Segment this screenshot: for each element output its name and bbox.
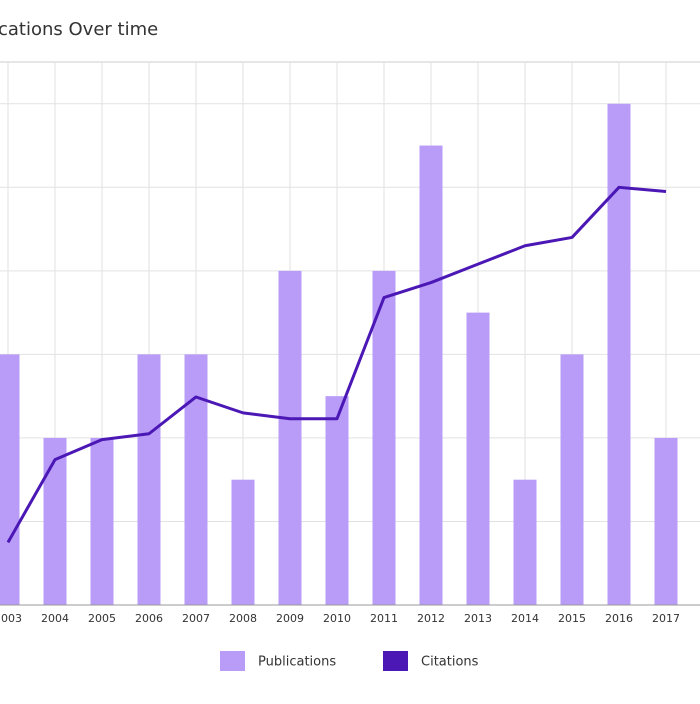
x-tick-label: 2003 xyxy=(0,612,22,625)
line xyxy=(6,185,667,544)
bar xyxy=(43,437,67,605)
bar xyxy=(466,312,490,605)
bar xyxy=(325,396,349,605)
bar xyxy=(231,479,255,605)
x-tick-label: 2004 xyxy=(41,612,69,625)
x-tick-label: 2010 xyxy=(323,612,351,625)
bar xyxy=(184,354,208,605)
bar xyxy=(513,479,537,605)
x-tick-label: 2006 xyxy=(135,612,163,625)
x-tick-label: 2014 xyxy=(511,612,539,625)
bar xyxy=(0,354,20,605)
legend-swatch xyxy=(383,651,408,671)
x-tick-label: 2017 xyxy=(652,612,680,625)
bar xyxy=(560,354,584,605)
bar xyxy=(654,437,678,605)
x-tick-label: 2012 xyxy=(417,612,445,625)
bar xyxy=(607,103,631,606)
x-tick-label: 2013 xyxy=(464,612,492,625)
bar xyxy=(137,354,161,605)
legend-label: Publications xyxy=(258,655,336,670)
x-tick-label: 2005 xyxy=(88,612,116,625)
legend-label: Citations xyxy=(421,655,479,670)
x-tick-label: 2009 xyxy=(276,612,304,625)
x-tick-label: 2015 xyxy=(558,612,586,625)
x-tick-label: 2007 xyxy=(182,612,210,625)
chart-title: cations Over time xyxy=(0,19,158,40)
bar xyxy=(278,270,302,605)
bar xyxy=(372,270,396,605)
x-tick-label: 2011 xyxy=(370,612,398,625)
x-tick-label: 2008 xyxy=(229,612,257,625)
bar xyxy=(90,437,114,605)
x-tick-label: 2016 xyxy=(605,612,633,625)
legend-swatch xyxy=(220,651,245,671)
bar xyxy=(419,145,443,606)
